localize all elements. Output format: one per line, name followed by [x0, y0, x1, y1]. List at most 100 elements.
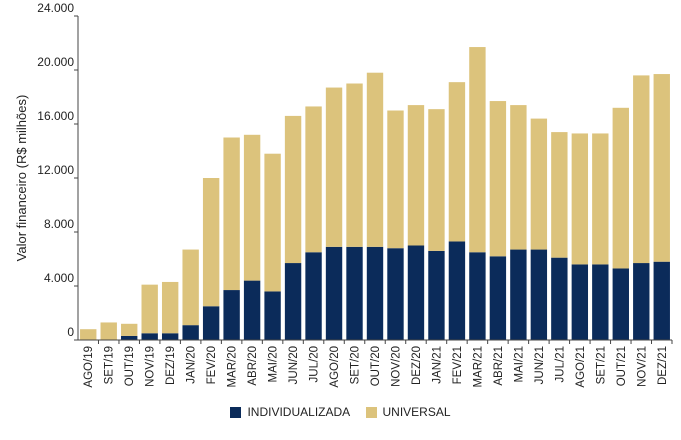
bar-segment-individualizada-set-21	[592, 264, 609, 340]
bar-segment-individualizada-nov-19	[141, 333, 158, 340]
bar-stacks	[80, 47, 670, 340]
x-tick-label: JUN/21	[534, 346, 546, 384]
x-tick-label: MAI/20	[268, 346, 280, 382]
x-tick-label: SET/20	[350, 346, 362, 384]
bar-segment-individualizada-out-19	[121, 335, 138, 340]
bar-segment-individualizada-mai-21	[510, 249, 527, 340]
bar-segment-universal-ago-21	[571, 133, 589, 265]
legend-label-individualizada: INDIVIDUALIZADA	[247, 405, 351, 419]
bar-segment-individualizada-mar-20	[223, 290, 240, 340]
x-tick-label: JUL/21	[554, 346, 566, 382]
x-tick-label: OUT/21	[616, 346, 628, 386]
y-tick-label: 16.000	[37, 109, 74, 123]
bar-segment-universal-abr-21	[489, 101, 507, 257]
bar-segment-universal-out-19	[121, 323, 138, 336]
bar-segment-universal-out-20	[366, 72, 384, 247]
bar-segment-individualizada-nov-20	[387, 248, 404, 340]
bar-segment-universal-nov-19	[141, 284, 158, 334]
x-tick-label: FEV/21	[452, 346, 464, 384]
bar-segment-universal-ago-19	[80, 329, 97, 340]
x-tick-label: OUT/20	[370, 346, 382, 386]
legend-swatch-universal	[365, 406, 377, 418]
x-tick-label: NOV/21	[636, 346, 648, 387]
x-tick-label: DEZ/21	[657, 346, 669, 385]
legend: INDIVIDUALIZADA UNIVERSAL	[0, 405, 681, 421]
bar-segment-universal-set-21	[592, 133, 609, 265]
bar-segment-universal-mar-20	[223, 137, 240, 291]
x-tick-label: AGO/21	[575, 346, 587, 388]
bar-segment-individualizada-jun-20	[284, 263, 302, 340]
bar-segment-individualizada-jan-20	[182, 325, 199, 340]
bar-segment-individualizada-out-20	[366, 246, 384, 340]
bar-segment-universal-jan-21	[428, 109, 445, 251]
x-tick-label: ABR/20	[247, 346, 259, 386]
bar-segment-individualizada-nov-21	[633, 263, 650, 340]
bar-segment-universal-dez-19	[161, 281, 179, 334]
x-tick-label: AGO/19	[83, 346, 95, 388]
y-tick-label: 0	[67, 325, 74, 339]
bar-segment-individualizada-fev-20	[202, 306, 220, 340]
x-tick-label: SET/19	[104, 346, 116, 384]
x-tick-label: NOV/19	[145, 346, 157, 387]
x-tick-label: JUN/20	[288, 346, 300, 384]
bar-segment-universal-jul-20	[305, 106, 322, 253]
bar-segment-individualizada-set-20	[346, 246, 363, 340]
bar-segment-individualizada-jul-21	[551, 257, 568, 340]
bar-segment-individualizada-jan-21	[428, 250, 445, 340]
bar-segment-individualizada-jul-20	[305, 252, 322, 340]
legend-label-universal: UNIVERSAL	[382, 405, 451, 419]
bar-segment-universal-set-19	[100, 322, 117, 340]
x-tick-label: NOV/20	[390, 346, 402, 387]
bar-segment-individualizada-mar-21	[469, 252, 486, 340]
bar-segment-individualizada-jun-21	[530, 249, 548, 340]
bar-segment-universal-mai-21	[510, 105, 527, 250]
bar-segment-universal-jun-20	[284, 115, 302, 264]
y-tick-label: 8.000	[44, 217, 74, 231]
y-axis-label: Valor financeiro (R$ milhões)	[14, 95, 29, 262]
bar-segment-individualizada-ago-20	[325, 246, 343, 340]
bar-segment-individualizada-ago-21	[571, 264, 589, 340]
bar-segment-universal-mai-20	[264, 153, 281, 292]
x-tick-label: SET/21	[595, 346, 607, 384]
y-tick-label: 4.000	[44, 271, 74, 285]
legend-item-universal: UNIVERSAL	[365, 405, 451, 419]
bar-segment-universal-jul-21	[551, 132, 568, 258]
bar-segment-universal-dez-21	[653, 74, 670, 262]
y-axis-ticks: 0 4.000 8.000 12.000 16.000 20.000 24.000	[37, 1, 78, 341]
x-tick-label: OUT/19	[124, 346, 136, 386]
x-tick-label: ABR/21	[493, 346, 505, 386]
bar-segment-individualizada-abr-20	[243, 280, 261, 340]
bar-segment-individualizada-mai-20	[264, 291, 281, 340]
bar-segment-universal-nov-20	[387, 110, 404, 249]
bar-segment-universal-out-21	[612, 107, 629, 269]
bar-segment-universal-abr-20	[243, 134, 261, 281]
bar-segment-universal-fev-20	[202, 178, 220, 307]
x-axis-ticks: AGO/19 SET/19 OUT/19 NOV/19 DEZ/19 JAN/20 FEV/…	[83, 340, 673, 388]
x-tick-label: DEZ/20	[411, 346, 423, 385]
x-tick-label: MAI/21	[513, 346, 525, 382]
bar-segment-universal-fev-21	[448, 82, 466, 242]
x-tick-label: MAR/21	[472, 346, 484, 388]
bar-segment-universal-jan-20	[182, 249, 199, 326]
legend-item-individualizada: INDIVIDUALIZADA	[230, 405, 350, 419]
bar-segment-universal-dez-20	[407, 105, 425, 246]
legend-swatch-individualizada	[230, 406, 242, 418]
bar-segment-individualizada-dez-21	[653, 261, 670, 340]
x-tick-label: JUL/20	[309, 346, 321, 382]
bar-segment-universal-jun-21	[530, 118, 548, 250]
x-tick-label: FEV/20	[206, 346, 218, 384]
bar-segment-universal-mar-21	[469, 47, 486, 253]
x-tick-label: MAR/20	[227, 346, 239, 388]
bar-segment-individualizada-fev-21	[448, 241, 466, 340]
x-tick-label: AGO/20	[329, 346, 341, 388]
bar-segment-universal-set-20	[346, 83, 363, 247]
x-tick-label: JAN/21	[431, 346, 443, 384]
x-tick-label: JAN/20	[186, 346, 198, 384]
bar-segment-universal-ago-20	[325, 87, 343, 247]
y-tick-label: 24.000	[37, 1, 74, 15]
bar-segment-individualizada-dez-20	[407, 245, 425, 340]
bar-segment-individualizada-dez-19	[161, 333, 179, 340]
y-tick-label: 20.000	[37, 55, 74, 69]
y-tick-label: 12.000	[37, 163, 74, 177]
